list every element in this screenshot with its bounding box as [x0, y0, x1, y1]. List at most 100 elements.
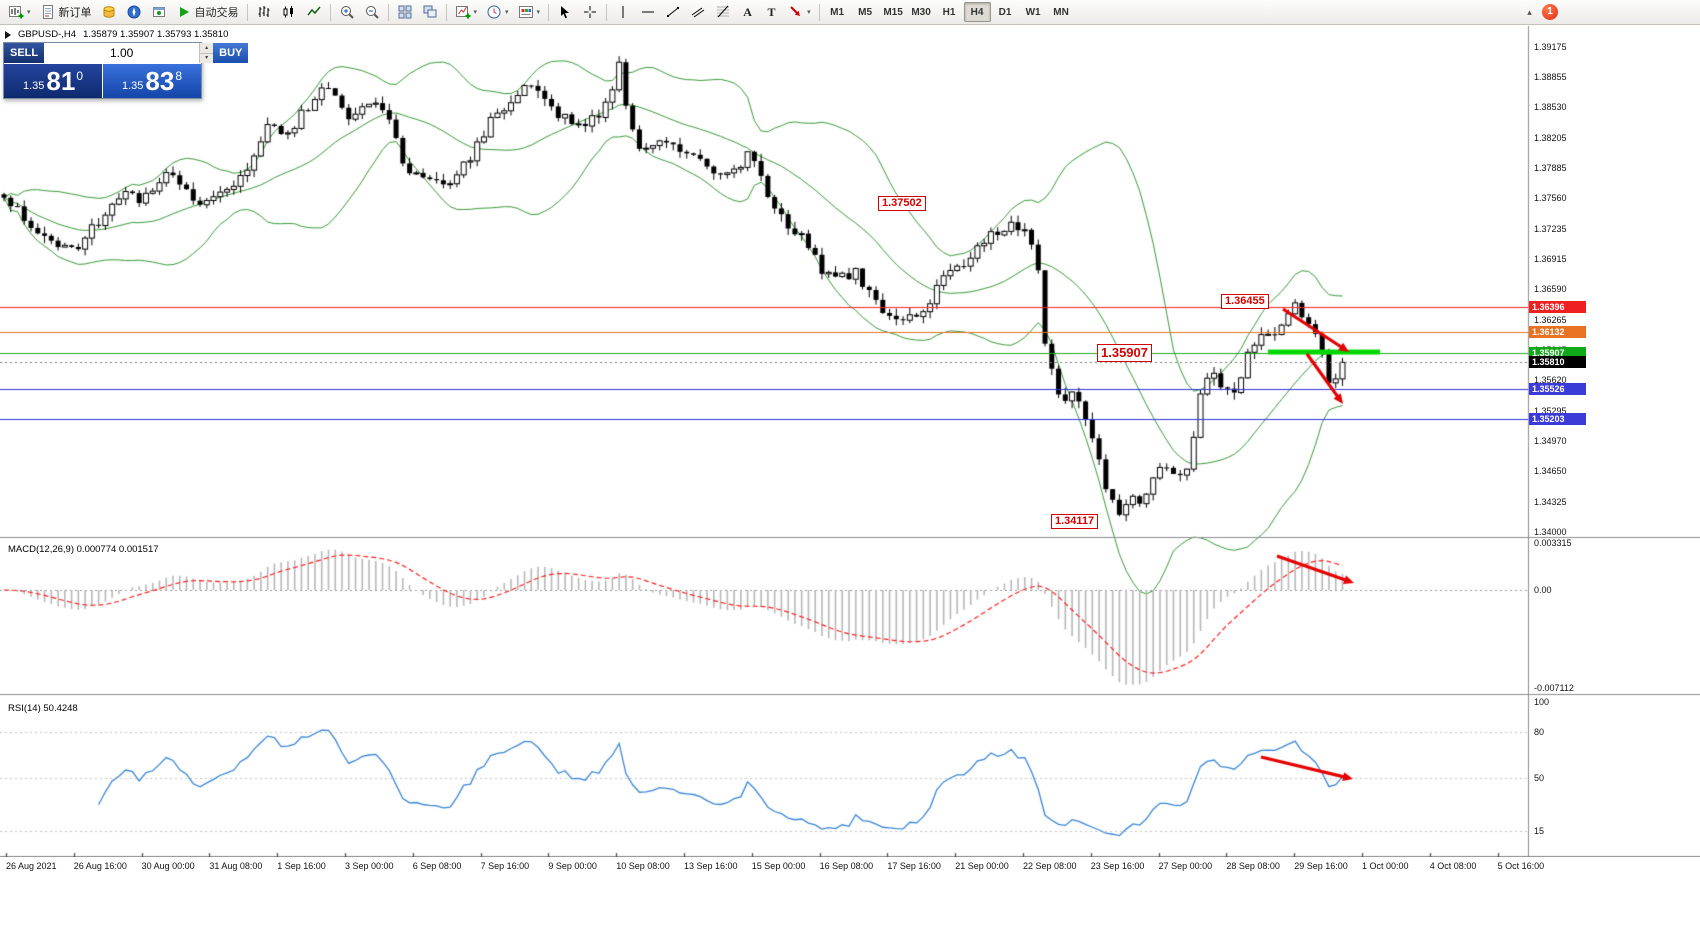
candlestick-chart-icon	[283, 6, 293, 18]
time-axis-label: 30 Aug 00:00	[141, 861, 195, 871]
fibonacci-button[interactable]	[711, 2, 735, 23]
cursor-button[interactable]	[553, 2, 577, 23]
chevron-down-icon: ▾	[807, 8, 811, 16]
auto-trading-label: 自动交易	[194, 7, 239, 19]
trade-controls-row: SELL ▴ ▾ BUY	[4, 43, 249, 63]
volume-increase-button[interactable]: ▴	[200, 43, 214, 53]
zoom-out-icon	[365, 6, 379, 19]
clock-icon	[487, 5, 501, 19]
market-watch-icon	[103, 6, 115, 18]
time-axis-label: 31 Aug 08:00	[209, 861, 263, 871]
crosshair-button[interactable]	[578, 2, 602, 23]
price-annotation[interactable]: 1.35907	[1097, 344, 1152, 362]
bar-chart-button[interactable]	[252, 2, 276, 23]
zoom-out-button[interactable]	[360, 2, 384, 23]
zoom-in-icon	[340, 6, 354, 19]
price-axis-label: 1.39175	[1534, 42, 1567, 52]
time-axis-label: 3 Sep 00:00	[345, 861, 394, 871]
time-axis-label: 26 Aug 2021	[6, 861, 57, 871]
macd-scale-label: 0.003315	[1534, 538, 1572, 548]
time-axis-label: 21 Sep 00:00	[955, 861, 1009, 871]
buy-price-point: 8	[175, 68, 183, 83]
time-axis-label: 13 Sep 16:00	[684, 861, 738, 871]
time-axis[interactable]: 26 Aug 2021 26 Aug 16:00 30 Aug 00:00 31 Au…	[0, 858, 1700, 876]
rsi-value: 50.4248	[43, 703, 78, 714]
new-order-label: 新订单	[58, 7, 92, 19]
volume-decrease-button[interactable]: ▾	[200, 52, 214, 63]
sell-button[interactable]: SELL	[4, 43, 45, 63]
price-annotation[interactable]: 1.37502	[878, 196, 926, 211]
time-axis-label: 10 Sep 08:00	[616, 861, 670, 871]
new-chart-button[interactable]: ▾	[4, 2, 35, 23]
auto-trading-button[interactable]: 自动交易	[172, 2, 243, 23]
buy-button[interactable]: BUY	[213, 43, 249, 63]
market-watch-button[interactable]	[97, 2, 121, 23]
timeframe-h1-button[interactable]: H1	[936, 2, 963, 22]
time-axis-label: 7 Sep 16:00	[480, 861, 530, 871]
indicators-button[interactable]: ▾	[451, 2, 482, 23]
buy-price-button[interactable]: 1.35 83 8	[103, 64, 201, 98]
label-button[interactable]: T	[760, 2, 783, 23]
play-icon	[179, 7, 189, 17]
timeframe-m15-button[interactable]: M15	[880, 2, 907, 22]
periods-button[interactable]: ▾	[482, 2, 513, 23]
new-chart-icon	[9, 6, 24, 19]
timeframe-m1-button[interactable]: M1	[824, 2, 851, 22]
cascade-windows-button[interactable]	[418, 2, 442, 23]
price-axis-label: 1.35620	[1534, 375, 1567, 386]
price-tag: 1.36132	[1529, 326, 1586, 339]
candlestick-chart-button[interactable]	[277, 2, 301, 23]
price-axis-label: 1.34970	[1534, 436, 1567, 447]
fibonacci-icon	[717, 5, 730, 18]
horizontal-line-button[interactable]	[636, 2, 660, 23]
macd-values: 0.000774 0.001517	[76, 544, 159, 555]
sell-price-base: 1.35	[22, 79, 45, 92]
navigator-button[interactable]	[122, 2, 146, 23]
price-tag: 1.35203	[1529, 413, 1586, 426]
vertical-line-button[interactable]	[611, 2, 635, 23]
channel-button[interactable]	[686, 2, 710, 23]
timeframe-m30-button[interactable]: M30	[908, 2, 935, 22]
data-window-button[interactable]	[147, 2, 171, 23]
buy-price-pips: 83	[145, 66, 175, 96]
timeframe-w1-button[interactable]: W1	[1020, 2, 1047, 22]
chart-canvas[interactable]	[0, 26, 1700, 857]
toolbar-expand-button[interactable]: ▴	[1518, 2, 1541, 23]
macd-indicator-label: MACD(12,26,9) 0.000774 0.001517	[8, 544, 159, 555]
arrows-button[interactable]: ▾	[784, 2, 815, 23]
zoom-in-button[interactable]	[335, 2, 359, 23]
sell-price-point: 0	[76, 68, 84, 83]
chevron-down-icon: ▾	[27, 8, 31, 16]
timeframe-m5-button[interactable]: M5	[852, 2, 879, 22]
templates-icon	[518, 6, 533, 18]
new-order-icon	[42, 5, 53, 19]
timeframe-mn-button[interactable]: MN	[1048, 2, 1075, 22]
rsi-scale-label: 80	[1534, 727, 1545, 738]
price-annotation[interactable]: 1.36455	[1221, 294, 1269, 309]
navigator-icon	[127, 5, 141, 19]
price-annotation[interactable]: 1.34117	[1051, 514, 1099, 529]
rsi-scale-label: 15	[1534, 826, 1545, 837]
new-order-button[interactable]: 新订单	[36, 2, 96, 23]
text-button[interactable]: A	[736, 2, 759, 23]
label-icon: T	[767, 4, 776, 19]
tile-windows-button[interactable]	[393, 2, 417, 23]
line-chart-button[interactable]	[302, 2, 326, 23]
price-axis-label: 1.38530	[1534, 102, 1567, 113]
rsi-scale-label: 50	[1534, 773, 1545, 783]
templates-button[interactable]: ▾	[514, 2, 545, 23]
tile-windows-icon	[398, 5, 412, 19]
volume-input[interactable]	[44, 43, 200, 63]
notification-badge[interactable]: 1	[1542, 4, 1558, 20]
timeframe-h4-button[interactable]: H4	[963, 2, 991, 22]
cursor-icon	[561, 6, 570, 19]
timeframe-d1-button[interactable]: D1	[992, 2, 1019, 22]
trendline-button[interactable]	[661, 2, 685, 23]
toolbar-separator	[548, 3, 550, 21]
toolbar-separator	[329, 3, 331, 21]
toolbar-separator	[606, 3, 608, 21]
rsi-name: RSI(14)	[8, 703, 41, 714]
sell-price-button[interactable]: 1.35 81 0	[4, 64, 102, 98]
indicators-icon	[455, 6, 471, 19]
macd-name: MACD(12,26,9)	[8, 544, 74, 555]
